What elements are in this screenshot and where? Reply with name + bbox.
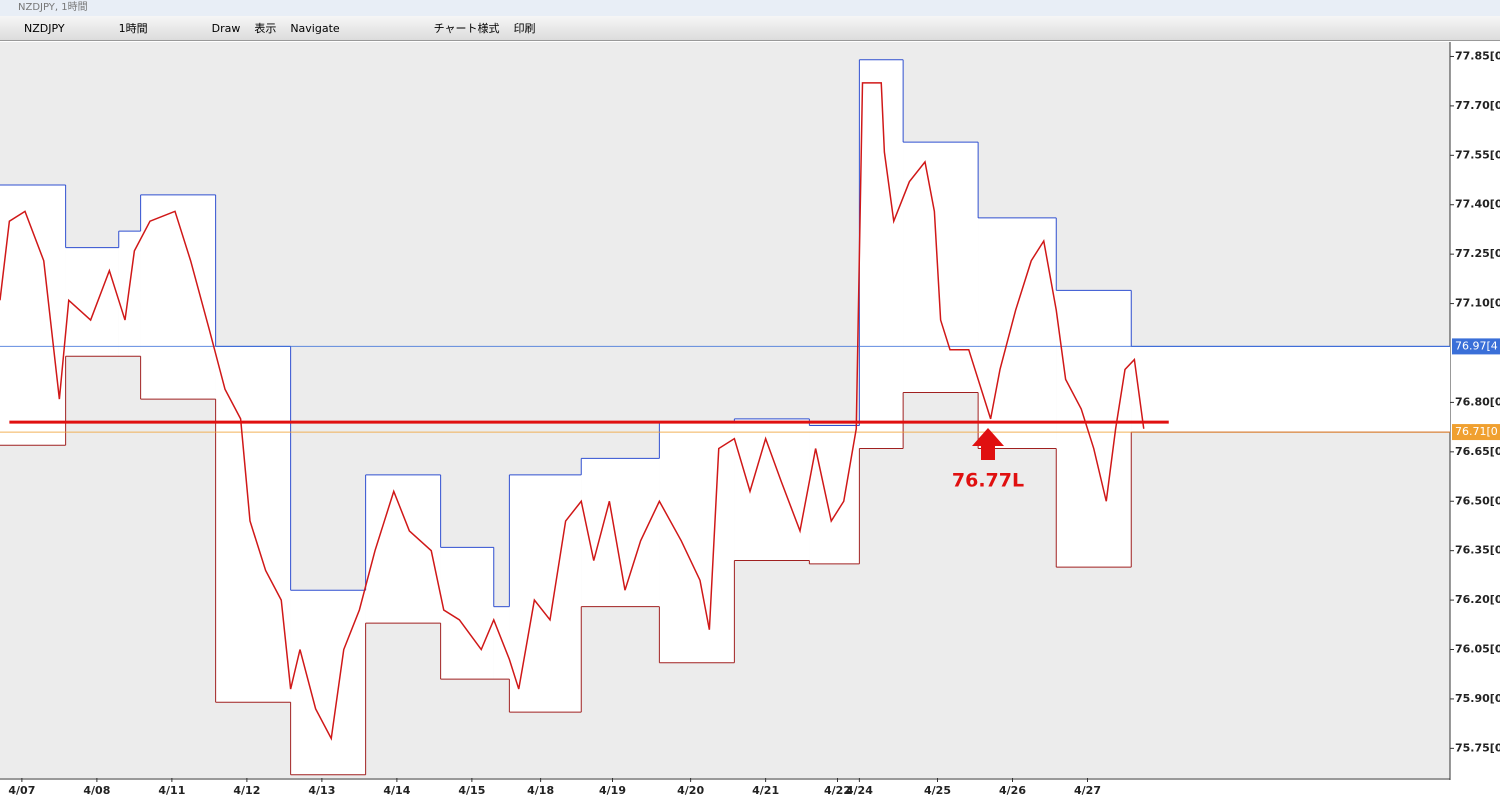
y-tick-label: 76.05[0] xyxy=(1455,643,1500,656)
draw-menu[interactable]: Draw xyxy=(211,21,241,35)
envelope-fill xyxy=(493,606,510,680)
y-tick-label: 77.55[0] xyxy=(1455,148,1500,161)
x-tick-label: 4/12 xyxy=(233,784,260,797)
timeframe-select[interactable]: 1時間 xyxy=(118,22,148,35)
price-axis xyxy=(1450,42,1500,801)
toolbar: NZDJPY 1時間 Draw 表示 Navigate チャート様式 印刷 xyxy=(0,16,1500,41)
x-tick-label: 4/08 xyxy=(83,784,110,797)
envelope-fill xyxy=(509,474,582,713)
envelope-fill xyxy=(581,458,660,607)
y-tick-label: 77.85[0] xyxy=(1455,49,1500,62)
price-marker-label: 76.97[4 xyxy=(1455,339,1498,352)
arrow xyxy=(972,428,1004,460)
x-tick-label: 4/11 xyxy=(158,784,185,797)
chart-style-menu[interactable]: チャート様式 xyxy=(433,22,500,35)
y-tick-label: 76.35[0] xyxy=(1455,544,1500,557)
envelope-fill xyxy=(659,422,735,663)
navigate-menu[interactable]: Navigate xyxy=(290,21,340,35)
x-tick-label: 4/13 xyxy=(308,784,335,797)
x-tick-label: 4/20 xyxy=(677,784,704,797)
envelope-fill xyxy=(1056,290,1132,568)
y-tick-label: 76.50[0] xyxy=(1455,494,1500,507)
y-tick-label: 77.25[0] xyxy=(1455,247,1500,260)
envelope-fill xyxy=(215,346,291,703)
envelope-fill xyxy=(140,194,216,400)
envelope-fill xyxy=(978,217,1057,449)
x-tick-label: 4/24 xyxy=(846,784,873,797)
price-marker-label: 76.71[0 xyxy=(1455,425,1498,438)
y-tick-label: 77.70[0] xyxy=(1455,99,1500,112)
x-tick-label: 4/22 xyxy=(824,784,851,797)
annotation: 76.77L xyxy=(952,470,1024,492)
y-tick-label: 77.10[0] xyxy=(1455,297,1500,310)
x-tick-label: 4/26 xyxy=(999,784,1026,797)
price-marker-box xyxy=(1452,424,1500,441)
x-tick-label: 4/21 xyxy=(752,784,779,797)
y-tick-label: 76.20[0] xyxy=(1455,593,1500,606)
envelope-fill xyxy=(65,247,119,357)
x-tick-label: 4/15 xyxy=(458,784,485,797)
x-tick-label: 4/19 xyxy=(599,784,626,797)
price-line xyxy=(0,82,1145,741)
envelope-fill xyxy=(1131,346,1450,433)
x-tick-label: 4/27 xyxy=(1074,784,1101,797)
envelope-fill xyxy=(0,184,66,446)
view-menu[interactable]: 表示 xyxy=(254,22,277,35)
envelope-fill xyxy=(809,425,860,564)
y-tick-label: 75.90[0] xyxy=(1455,692,1500,705)
y-tick-label: 76.80[0] xyxy=(1455,395,1500,408)
y-tick-label: 75.75[0] xyxy=(1455,741,1500,754)
x-tick-label: 4/25 xyxy=(924,784,951,797)
price-marker-box xyxy=(1452,338,1500,355)
envelope-fill xyxy=(290,590,366,775)
x-tick-label: 4/07 xyxy=(8,784,35,797)
y-tick-label: 76.65[0] xyxy=(1455,445,1500,458)
y-tick-label: 77.40[0] xyxy=(1455,198,1500,211)
envelope-fill xyxy=(365,474,441,624)
envelope-fill xyxy=(903,142,979,393)
envelope-fill xyxy=(734,418,810,561)
window-title: NZDJPY, 1時間 xyxy=(0,0,1500,16)
envelope-fill xyxy=(859,59,904,449)
envelope-fill xyxy=(118,231,141,357)
x-tick-label: 4/14 xyxy=(383,784,410,797)
x-tick-label: 4/18 xyxy=(527,784,554,797)
symbol-select[interactable]: NZDJPY xyxy=(24,21,65,35)
print-menu[interactable]: 印刷 xyxy=(513,22,536,35)
